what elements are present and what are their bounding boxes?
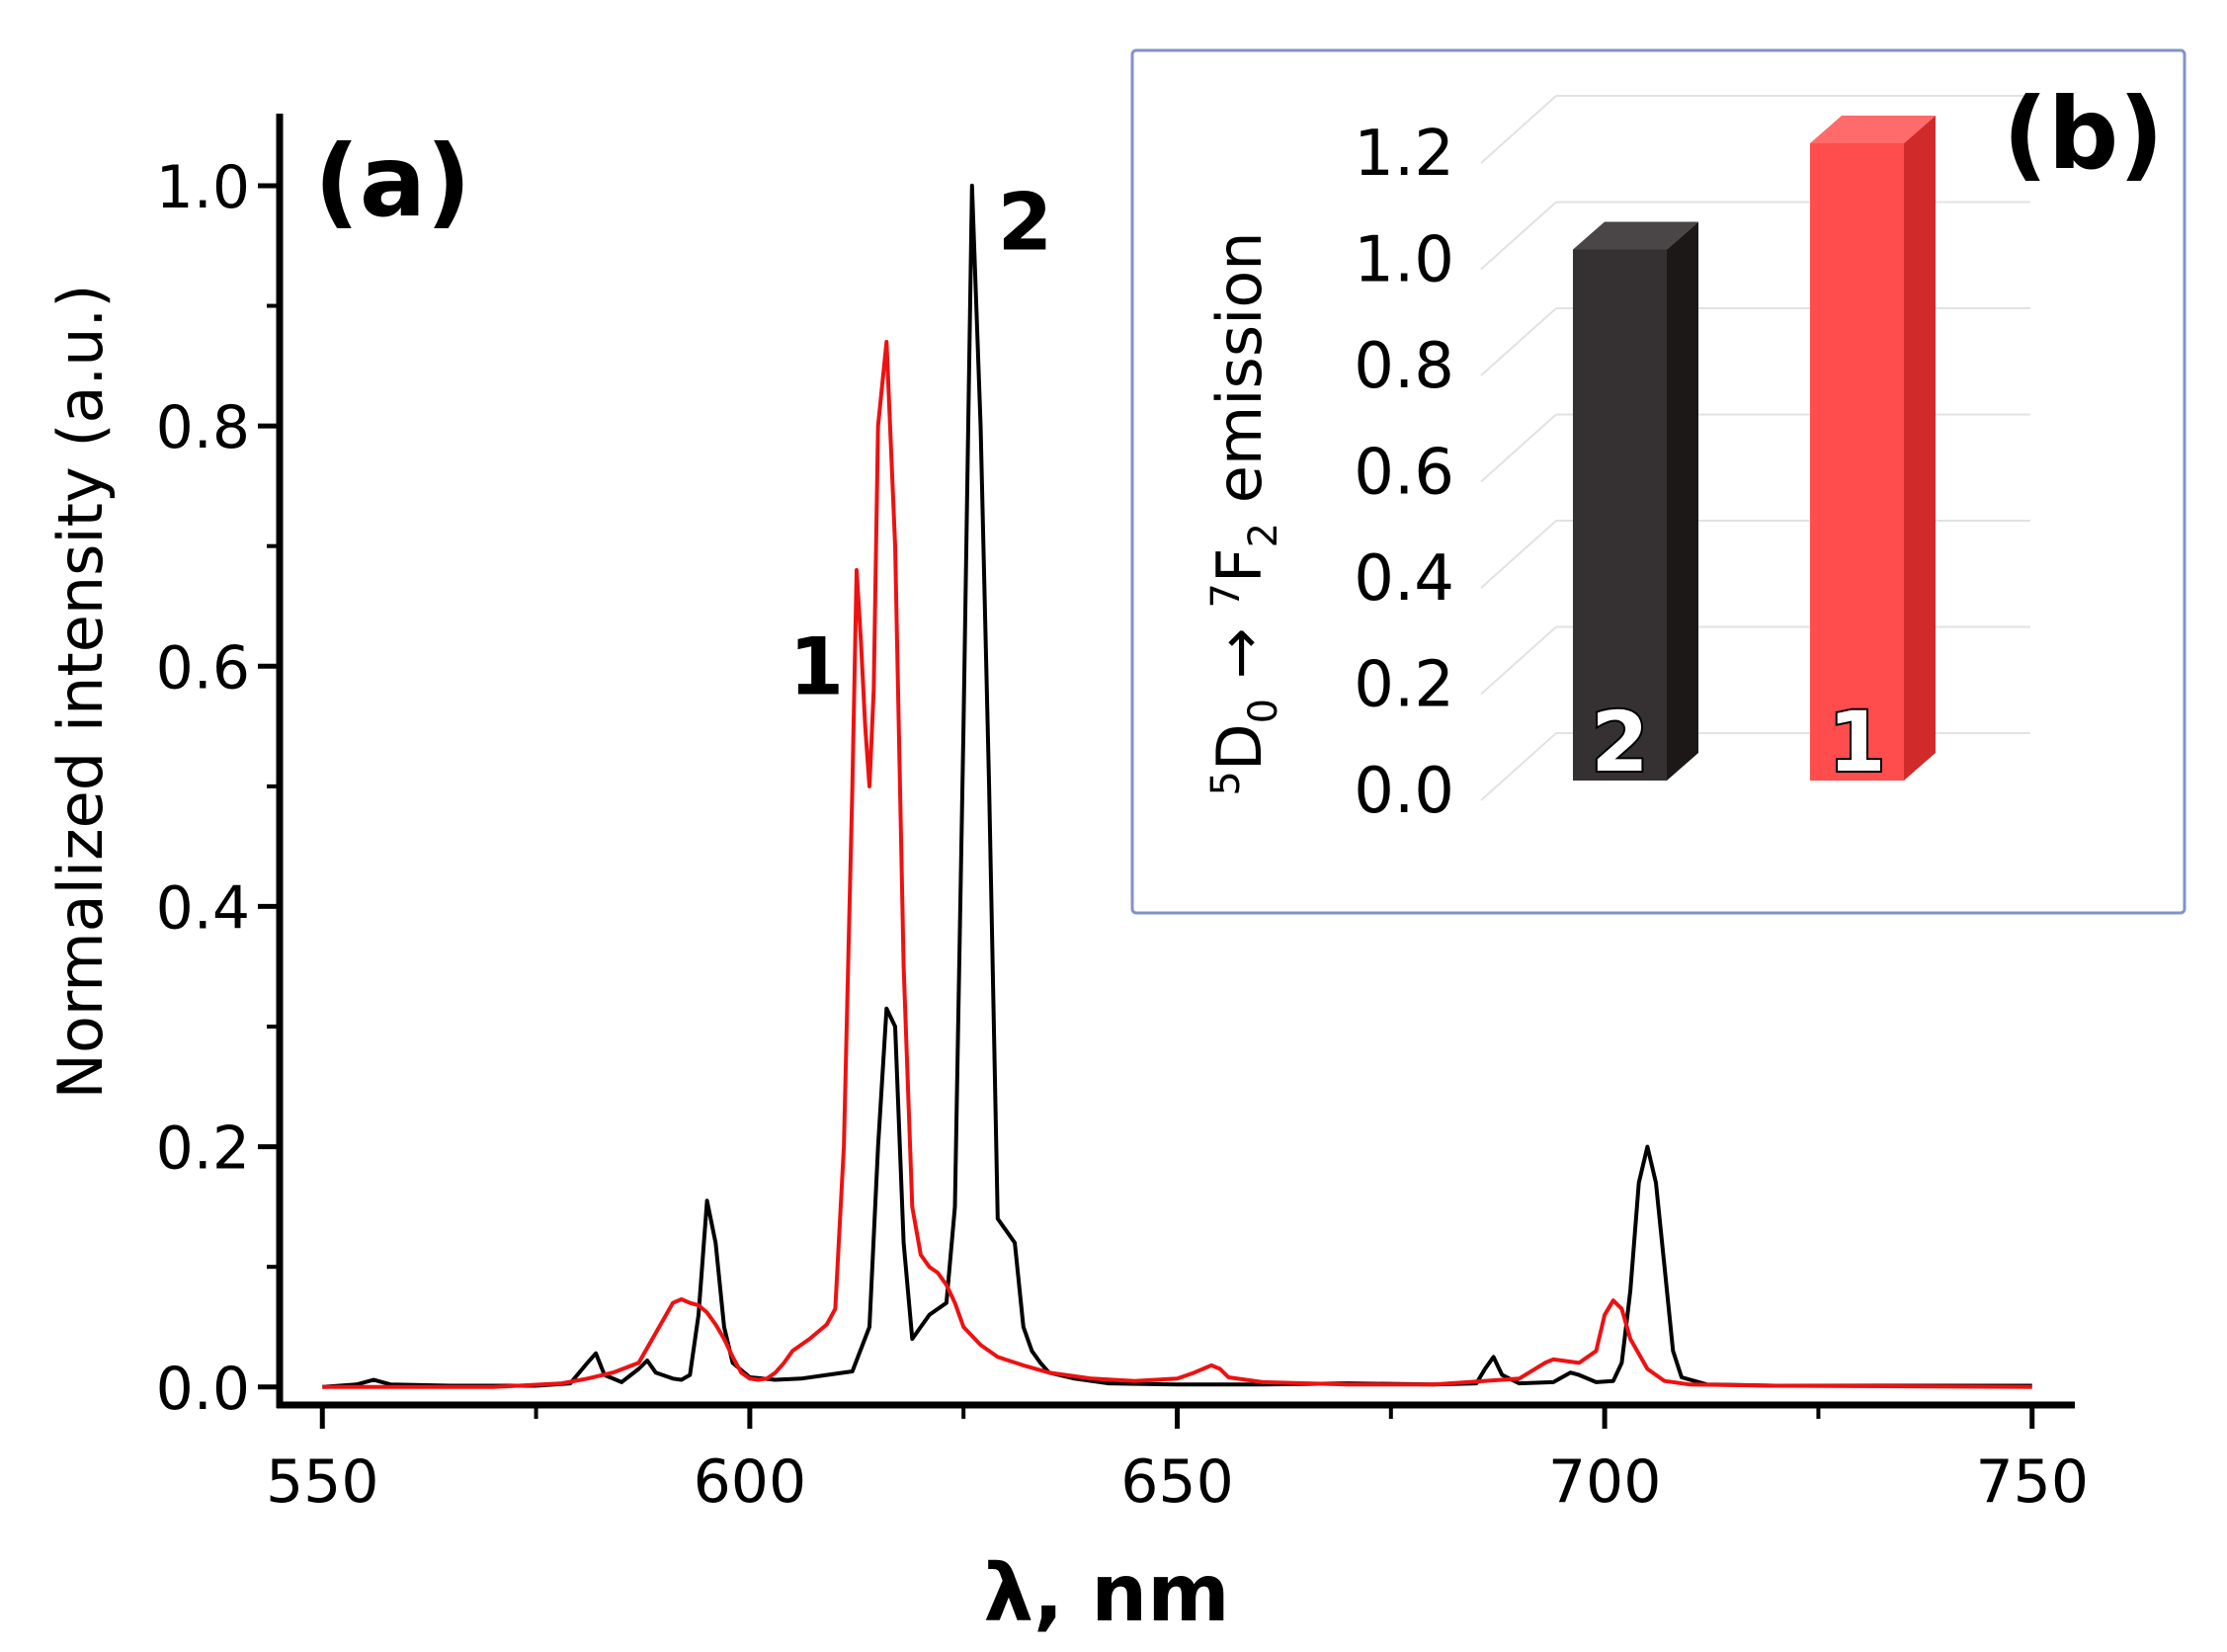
series-annotations: 12	[789, 176, 1053, 712]
y-tick-label: 1.0	[156, 153, 250, 222]
ylabel-arrow: →	[1203, 609, 1276, 699]
inset-grid-diagonal	[1480, 732, 1557, 801]
inset-y-tick-label: 1.0	[1354, 224, 1454, 297]
x-axis-title: λ, nm	[983, 1547, 1229, 1639]
inset-y-tick-label: 0.4	[1354, 542, 1454, 616]
inset-y-tick-label: 1.2	[1354, 118, 1454, 191]
panel-a-label: (a)	[314, 124, 471, 239]
bar-2: 2	[1573, 221, 1698, 792]
spectrum-lines	[322, 183, 2032, 1389]
inset-grid-diagonal	[1480, 520, 1557, 589]
x-tick-label: 700	[1548, 1447, 1662, 1517]
inset-tick-labels: 0.0 0.2 0.4 0.6 0.8 1.0 1.2	[1354, 118, 1454, 828]
y-axis-title: Normalized intensity (a.u.)	[44, 285, 117, 1100]
inset-grid-diagonal	[1480, 413, 1557, 483]
ylabel-f: F	[1203, 547, 1276, 583]
bar-1: 1	[1810, 116, 1936, 792]
ylabel-superscript-5: 5	[1203, 771, 1249, 795]
y-tick-label: 0.8	[156, 393, 250, 462]
bar-top	[1573, 221, 1698, 250]
ylabel-subscript-2: 2	[1241, 523, 1286, 547]
y-tick-label: 0.4	[156, 873, 250, 943]
x-tick-label: 750	[1975, 1447, 2089, 1517]
x-tick-label: 600	[694, 1447, 807, 1517]
inset-y-tick-label: 0.2	[1354, 649, 1454, 722]
inset-y-tick-label: 0.6	[1354, 437, 1454, 510]
bar-side	[1904, 116, 1936, 781]
inset-grid-diagonal	[1480, 201, 1557, 271]
bar-category-label: 2	[1591, 694, 1648, 790]
panel-b-label: (b)	[2003, 76, 2164, 192]
inset-grid-diagonal	[1480, 95, 1557, 164]
series-annotation: 1	[789, 620, 845, 712]
series-2-line	[322, 183, 2032, 1389]
x-tick-label: 650	[1120, 1447, 1234, 1517]
ylabel-emission: emission	[1203, 231, 1276, 523]
ylabel-superscript-7: 7	[1203, 583, 1249, 608]
y-tick-label: 0.6	[156, 633, 250, 702]
x-tick-label: 550	[266, 1447, 379, 1517]
inset-grid-diagonal	[1480, 307, 1557, 376]
series-1-line	[322, 340, 2032, 1389]
inset-grid-diagonal	[1480, 625, 1557, 696]
bar-side	[1667, 221, 1698, 781]
ylabel-d: D	[1203, 723, 1276, 771]
svg-text:5D0 → 7F2 emission: 5D0 → 7F2 emission	[1203, 231, 1286, 795]
series-annotation: 2	[998, 176, 1053, 268]
bar-top	[1810, 116, 1936, 143]
bar-front	[1573, 249, 1667, 781]
inset-y-tick-label: 0.0	[1354, 755, 1454, 828]
bar-category-label: 1	[1828, 694, 1885, 790]
y-tick-label: 0.2	[156, 1115, 250, 1184]
inset-y-tick-label: 0.8	[1354, 330, 1454, 403]
ylabel-subscript-0: 0	[1241, 699, 1286, 723]
bar-front	[1810, 143, 1904, 781]
y-tick-label: 0.0	[156, 1355, 250, 1424]
inset-y-axis-title: 5D0 → 7F2 emission	[1203, 231, 1286, 795]
